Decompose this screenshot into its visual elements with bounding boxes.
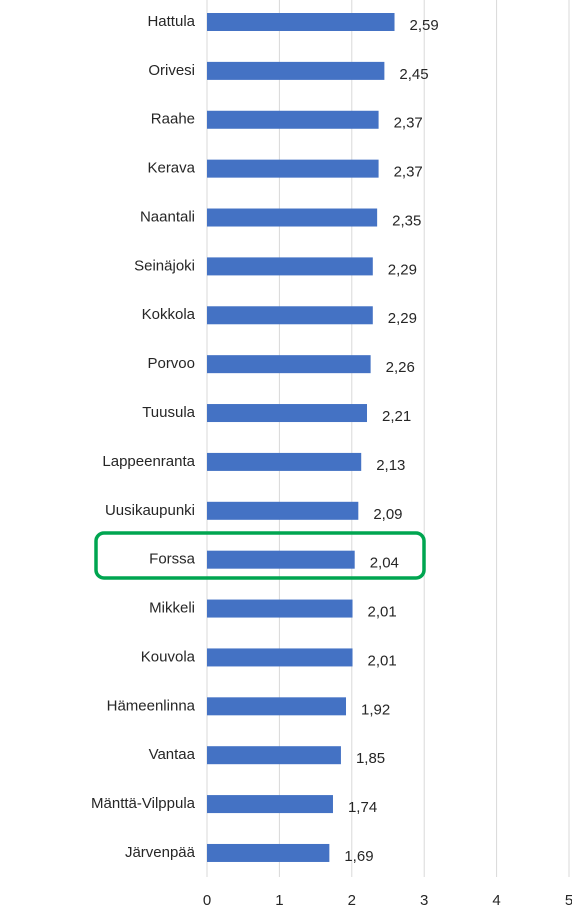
y-tick-label: Kouvola bbox=[141, 648, 196, 665]
y-tick-label: Orivesi bbox=[148, 62, 195, 79]
y-tick-label: Vantaa bbox=[149, 746, 196, 763]
y-tick-label: Tuusula bbox=[142, 404, 195, 421]
bar bbox=[207, 843, 330, 862]
bar bbox=[207, 452, 362, 471]
bar bbox=[207, 110, 379, 129]
bar bbox=[207, 648, 353, 667]
value-label: 2,13 bbox=[376, 457, 405, 474]
bar bbox=[207, 13, 395, 31]
y-tick-label: Uusikaupunki bbox=[105, 502, 195, 519]
bar bbox=[207, 159, 379, 178]
y-tick-label: Kerava bbox=[147, 160, 195, 177]
x-tick-label: 5 bbox=[565, 892, 572, 909]
y-tick-label: Hattula bbox=[147, 13, 195, 30]
bar bbox=[207, 257, 373, 276]
value-label: 2,09 bbox=[373, 506, 402, 523]
value-label: 2,29 bbox=[388, 310, 417, 327]
bar bbox=[207, 404, 368, 423]
x-tick-label: 4 bbox=[492, 892, 500, 909]
x-tick-label: 0 bbox=[203, 892, 211, 909]
x-tick-label: 3 bbox=[420, 892, 428, 909]
value-label: 2,21 bbox=[382, 408, 411, 425]
y-tick-label: Mänttä-Vilppula bbox=[91, 795, 196, 812]
value-label: 1,74 bbox=[348, 799, 377, 816]
y-tick-label: Lappeenranta bbox=[102, 453, 195, 470]
bar bbox=[207, 795, 333, 814]
y-tick-label: Raahe bbox=[151, 111, 195, 128]
y-tick-label: Forssa bbox=[149, 551, 196, 568]
y-tick-label: Seinäjoki bbox=[134, 257, 195, 274]
bar bbox=[207, 746, 341, 765]
highlight-box bbox=[94, 531, 426, 580]
value-label: 2,35 bbox=[392, 212, 421, 229]
value-label: 2,26 bbox=[386, 359, 415, 376]
y-tick-label: Järvenpää bbox=[125, 844, 196, 861]
x-tick-label: 2 bbox=[348, 892, 356, 909]
value-label: 1,69 bbox=[344, 848, 373, 865]
y-tick-label: Kokkola bbox=[142, 306, 196, 323]
value-label: 1,92 bbox=[361, 701, 390, 718]
value-label: 2,37 bbox=[394, 164, 423, 181]
value-label: 2,29 bbox=[388, 261, 417, 278]
value-label: 2,01 bbox=[368, 604, 397, 621]
bar bbox=[207, 550, 355, 569]
value-label: 2,01 bbox=[368, 652, 397, 669]
y-tick-label: Hämeenlinna bbox=[107, 697, 196, 714]
bar bbox=[207, 599, 353, 618]
bar bbox=[207, 355, 371, 374]
bar bbox=[207, 697, 347, 716]
value-label: 2,45 bbox=[399, 66, 428, 83]
y-tick-label: Porvoo bbox=[147, 355, 195, 372]
value-label: 1,85 bbox=[356, 750, 385, 767]
value-label: 2,04 bbox=[370, 555, 399, 572]
y-tick-label: Naantali bbox=[140, 208, 195, 225]
x-tick-label: 1 bbox=[275, 892, 283, 909]
y-tick-label: Mikkeli bbox=[149, 600, 195, 617]
bar bbox=[207, 501, 359, 520]
bar bbox=[207, 306, 373, 325]
bar bbox=[207, 61, 385, 80]
bar bbox=[207, 208, 378, 227]
value-label: 2,59 bbox=[410, 17, 439, 34]
value-label: 2,37 bbox=[394, 115, 423, 132]
